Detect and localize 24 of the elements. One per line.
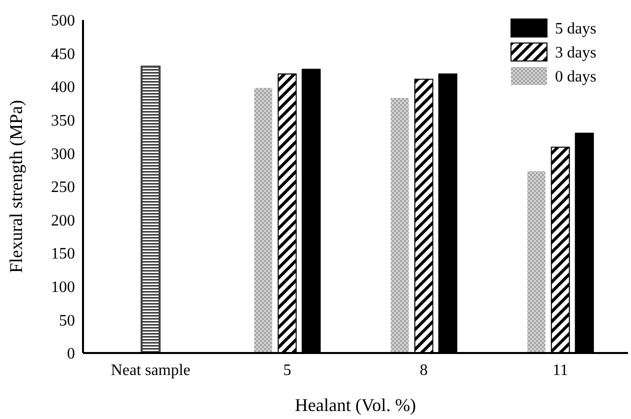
y-tick-label: 450 xyxy=(51,46,75,63)
y-tick-label: 350 xyxy=(51,112,75,130)
y-tick-label: 200 xyxy=(51,212,75,230)
y-tick-label: 500 xyxy=(51,12,75,30)
bar xyxy=(140,66,161,354)
y-tick-label: 50 xyxy=(59,312,75,330)
y-tick-label: 0 xyxy=(67,346,75,363)
y-tick-label: 250 xyxy=(51,179,75,196)
y-tick-label: 150 xyxy=(51,246,75,263)
x-tick-label: Neat sample xyxy=(110,362,190,379)
bar xyxy=(527,171,546,353)
y-tick-label: 100 xyxy=(51,279,75,296)
x-axis-title: Healant (Vol. %) xyxy=(294,395,416,415)
x-tick-label: 11 xyxy=(552,362,568,379)
x-tick-label: 8 xyxy=(420,362,428,379)
legend-label: 3 days xyxy=(555,44,596,62)
y-tick-label: 400 xyxy=(51,79,75,96)
y-tick-label: 300 xyxy=(51,146,75,163)
bar xyxy=(254,88,272,353)
legend-label: 0 days xyxy=(555,68,596,86)
y-axis-title: Flexural strength (MPa) xyxy=(6,100,26,273)
bar xyxy=(390,98,409,353)
x-tick-label: 5 xyxy=(283,362,292,379)
legend-label: 5 days xyxy=(555,20,596,38)
